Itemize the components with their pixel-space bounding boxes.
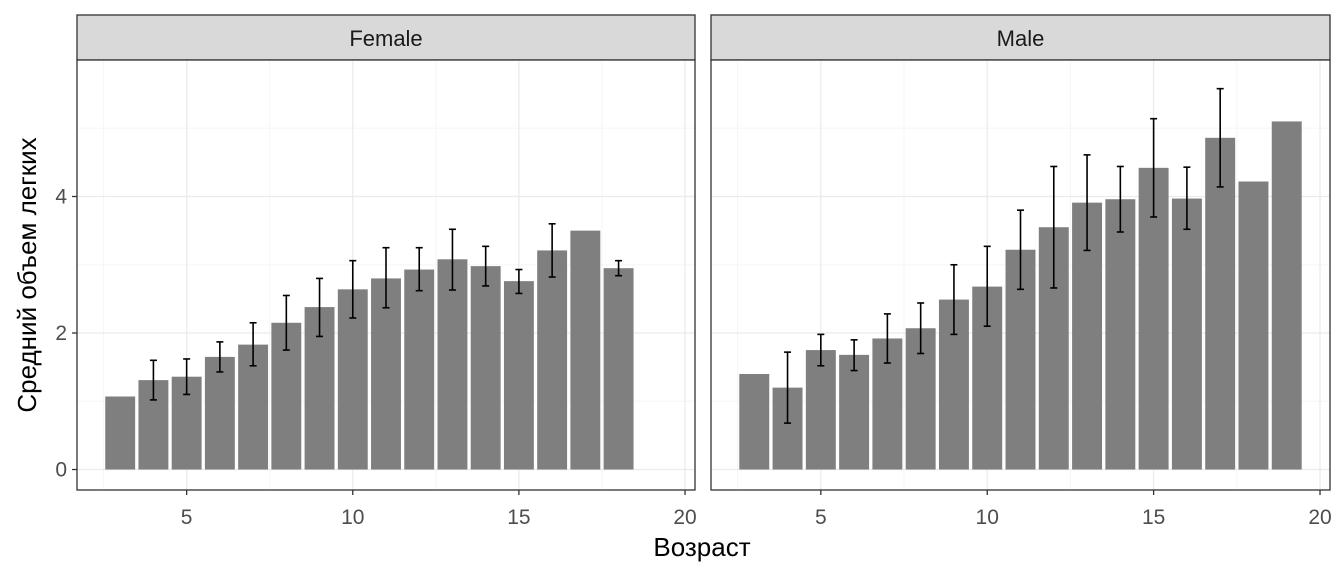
facet-strip [710,14,1331,61]
bar-male-age-15 [1138,167,1169,470]
bar-female-age-6 [204,356,235,470]
panels-layer: Female 5 10 15 20 0 2 4 Male 5 10 15 20 [55,14,1332,529]
y-tick-label: 2 [55,322,67,345]
error-bar-female-age-7 [249,321,257,367]
bar-male-age-14 [1105,199,1136,470]
panel-male: Male 5 10 15 20 [710,14,1332,529]
x-tick-label: 15 [507,506,530,529]
error-bar-male-age-7 [883,313,891,364]
error-bar-male-age-12 [1050,165,1058,289]
bar-female-age-17 [570,230,601,470]
error-bar-female-age-8 [282,294,290,351]
error-bar-female-age-12 [415,246,423,292]
y-tick-label: 4 [55,186,67,209]
error-bar-female-age-18 [615,259,623,277]
error-bar-female-age-6 [216,341,224,373]
error-bar-male-age-15 [1150,117,1158,218]
error-bar-female-age-11 [382,246,390,309]
bar-female-age-13 [437,259,468,470]
bar-male-age-3 [739,373,770,470]
bar-male-age-5 [805,350,836,470]
error-bar-female-age-9 [316,277,324,338]
bar-female-age-10 [337,289,368,470]
error-bar-male-age-16 [1183,166,1191,231]
bar-female-age-3 [105,396,136,470]
x-tick-label: 10 [976,506,999,529]
y-tick-label: 0 [55,459,67,482]
error-bar-male-age-10 [983,245,991,327]
panel-border [76,59,696,491]
error-bar-female-age-4 [149,359,157,401]
error-bar-male-age-6 [850,339,858,372]
bar-female-age-12 [404,269,435,470]
facet-strip-label: Female [349,26,422,51]
panel-female: Female 5 10 15 20 0 2 4 [55,14,697,529]
x-tick-label: 5 [181,506,193,529]
error-bar-female-age-10 [349,259,357,319]
x-tick-label: 20 [1308,506,1331,529]
error-bar-female-age-5 [183,358,191,396]
x-tick-label: 15 [1142,506,1165,529]
bar-female-age-14 [470,266,501,470]
error-bar-male-age-17 [1216,87,1224,188]
error-bar-male-age-14 [1116,165,1124,233]
bar-male-age-17 [1205,137,1236,470]
error-bar-male-age-5 [817,333,825,367]
error-bar-male-age-13 [1083,154,1091,252]
error-bar-male-age-9 [950,263,958,336]
error-bar-female-age-15 [515,268,523,295]
bar-female-age-18 [603,268,634,470]
error-bar-female-age-16 [548,223,556,278]
y-axis-title: Средний объем легких [12,137,42,412]
panel-border [710,59,1331,491]
bar-male-age-19 [1271,121,1302,470]
bar-male-age-18 [1238,181,1269,470]
error-bar-male-age-4 [784,351,792,424]
bar-male-age-6 [839,354,870,470]
error-bar-male-age-11 [1017,209,1024,291]
facet-strip-label: Male [997,26,1045,51]
error-bar-female-age-14 [482,245,490,287]
x-tick-label: 20 [673,506,696,529]
x-axis-title: Возраст [653,532,750,562]
x-tick-label: 5 [815,506,827,529]
x-tick-label: 10 [341,506,364,529]
bar-female-age-15 [503,281,534,470]
error-bar-female-age-13 [448,228,456,291]
facet-strip [76,14,696,61]
bar-female-age-11 [371,278,401,470]
bar-male-age-16 [1171,198,1202,470]
error-bar-male-age-8 [917,302,925,355]
bar-female-age-16 [537,250,568,470]
